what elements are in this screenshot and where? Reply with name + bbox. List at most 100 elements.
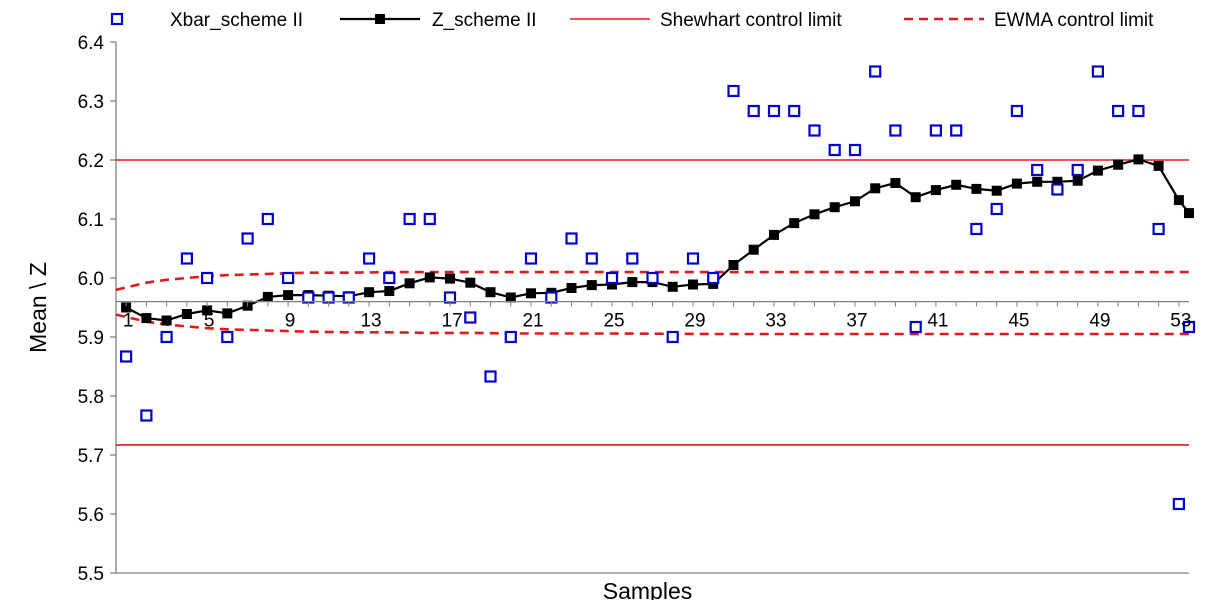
x-tick-label: 9	[285, 311, 296, 332]
z-scheme-point	[141, 313, 152, 324]
x-tick-label: 53	[1170, 311, 1191, 332]
xbar-scheme-point	[646, 271, 659, 285]
z-scheme-point	[283, 290, 294, 301]
z-scheme-point	[222, 308, 233, 319]
z-scheme-point	[728, 260, 739, 270]
xbar-scheme-point	[180, 252, 193, 265]
xbar-scheme-point	[201, 271, 214, 285]
xbar-scheme-point	[1031, 163, 1044, 177]
z-scheme-point	[364, 287, 375, 298]
z-scheme-point	[384, 286, 395, 296]
xbar-scheme-point	[585, 252, 598, 265]
x-tick-label: 25	[603, 311, 624, 332]
z-scheme-point	[1173, 195, 1184, 206]
legend: Xbar_scheme II Z_scheme II Shewhart contro…	[110, 10, 1154, 31]
x-tick-label: 21	[522, 311, 543, 332]
xbar-scheme-point	[1091, 65, 1105, 78]
xbar-scheme-point	[261, 212, 274, 226]
x-tick-label: 17	[441, 311, 462, 332]
x-tick-label: 45	[1008, 311, 1029, 332]
z-scheme-point	[1133, 154, 1144, 165]
legend-shewhart-label: Shewhart control limit	[660, 10, 842, 31]
xbar-scheme-point	[565, 232, 578, 245]
z-scheme-point	[161, 315, 172, 326]
y-tick-label: 5.7	[78, 446, 104, 467]
xbar-scheme-point	[484, 370, 497, 383]
z-scheme-point	[627, 277, 638, 288]
z-scheme-point	[566, 283, 577, 293]
z-scheme-point	[485, 287, 496, 298]
y-tick-label: 6.3	[78, 92, 104, 113]
z-scheme-point	[586, 280, 597, 291]
z-scheme-point	[1032, 176, 1043, 187]
plot-area	[115, 42, 1196, 574]
z-scheme-point	[769, 229, 779, 240]
z-scheme-point	[910, 192, 921, 203]
xbar-scheme-point	[423, 212, 436, 226]
z-scheme-point	[930, 185, 941, 196]
xbar-scheme-point	[929, 124, 943, 137]
z-scheme-point	[951, 179, 962, 190]
y-tick-label: 5.6	[78, 505, 104, 526]
legend-z-label: Z_scheme II	[432, 10, 537, 31]
x-tick-label: 49	[1089, 311, 1110, 332]
xbar-scheme-point	[605, 271, 619, 285]
y-tick-label: 5.9	[78, 328, 104, 349]
xbar-scheme-point	[950, 124, 963, 137]
z-scheme-point	[181, 309, 192, 319]
legend-z-marker	[375, 14, 385, 24]
xbar-scheme-point	[403, 212, 416, 226]
xbar-scheme-point	[626, 252, 639, 265]
z-scheme-point	[890, 178, 901, 188]
x-tick-label: 29	[684, 311, 705, 332]
xbar-scheme-point	[828, 143, 841, 157]
y-tick-label: 6.2	[78, 151, 104, 172]
xbar-scheme-point	[889, 124, 902, 137]
xbar-scheme-point	[848, 143, 862, 157]
z-scheme-point	[1184, 208, 1194, 219]
z-scheme-point	[404, 278, 415, 289]
legend-xbar-marker	[110, 12, 124, 26]
xbar-scheme-point	[524, 252, 538, 265]
z-scheme-point	[424, 272, 435, 283]
z-scheme-point	[829, 202, 840, 213]
xbar-scheme-point	[686, 252, 700, 265]
xbar-scheme-point	[1172, 497, 1186, 511]
y-tick-label: 6.0	[78, 269, 104, 290]
z-scheme-point	[991, 185, 1002, 196]
z-scheme-point	[971, 183, 982, 194]
legend-xbar-label: Xbar_scheme II	[170, 10, 303, 31]
z-scheme-point	[202, 305, 213, 316]
xbar-scheme-point	[727, 84, 740, 98]
xbar-scheme-point	[1182, 320, 1196, 334]
xbar-scheme-point	[666, 330, 679, 344]
xbar-scheme-point	[464, 311, 477, 324]
xbar-scheme-point	[1071, 163, 1084, 177]
z-scheme-point	[870, 183, 881, 194]
xbar-scheme-point	[221, 330, 234, 344]
z-scheme-point	[607, 279, 617, 290]
xbar-scheme-point	[1152, 222, 1165, 236]
xbar-scheme-point	[282, 271, 295, 285]
x-axis-ticks: 1 5 9 13 17 21 25 29 33 37 41 45 49 53	[116, 300, 1191, 332]
xbar-scheme-point	[747, 104, 760, 118]
xbar-scheme-point	[909, 320, 922, 334]
y-axis-title: Mean \ Z	[25, 262, 51, 353]
z-scheme-point	[850, 196, 860, 207]
legend-ewma-label: EWMA control limit	[994, 10, 1154, 31]
xbar-scheme-point	[160, 330, 173, 344]
xbar-scheme-point	[869, 65, 882, 78]
x-tick-label: 33	[765, 311, 786, 332]
xbar-scheme-point	[990, 202, 1003, 216]
x-tick-label: 41	[927, 311, 948, 332]
x-axis-title: Samples	[603, 578, 692, 600]
z-scheme-point	[1113, 159, 1124, 170]
z-scheme-point	[121, 302, 132, 313]
xbar-scheme-point	[1010, 104, 1024, 118]
z-scheme-point	[505, 292, 516, 303]
xbar-scheme-point	[808, 124, 821, 137]
z-scheme-point	[1011, 178, 1022, 189]
xbar-scheme-point	[140, 409, 153, 422]
z-scheme-point	[445, 273, 455, 284]
